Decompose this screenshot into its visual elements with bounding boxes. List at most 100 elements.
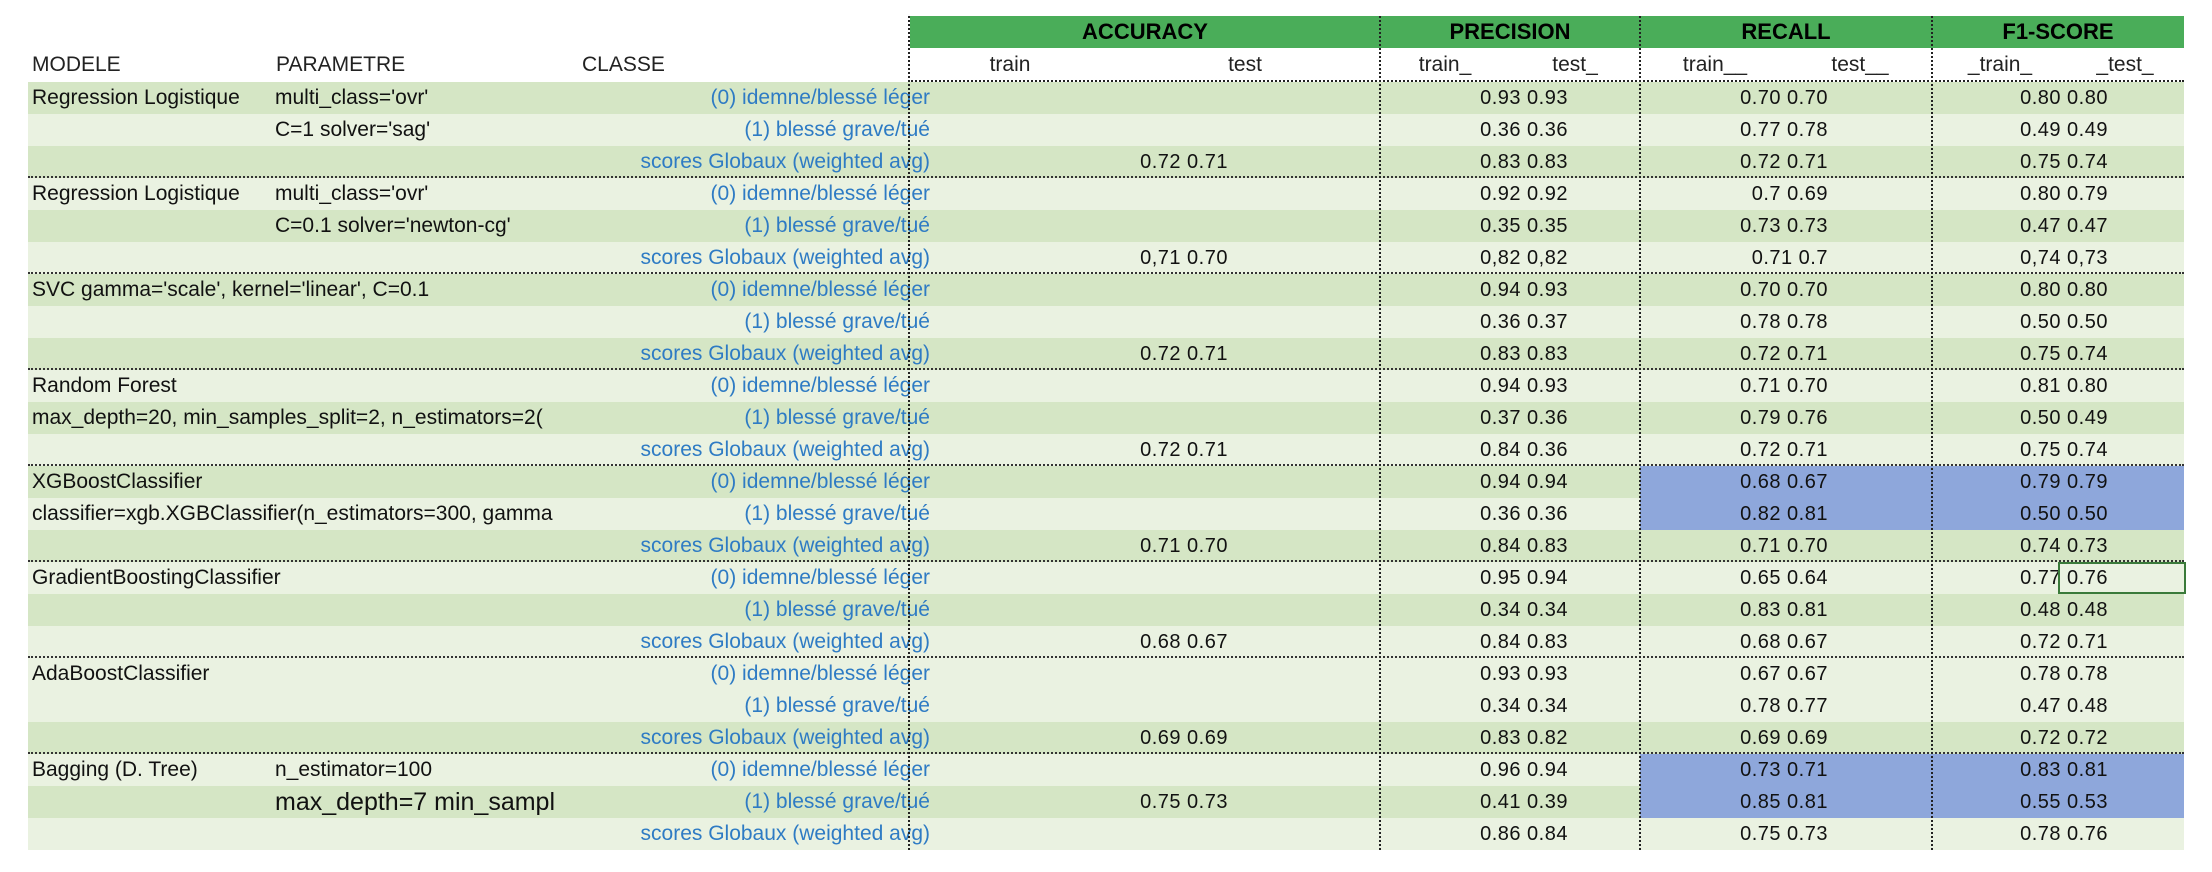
model-cell: SVC gamma='scale', kernel='linear', C=0.… xyxy=(32,278,430,301)
f1-cell: 0.74 0.73 xyxy=(2020,535,2108,557)
precision-cell: 0.83 0.82 xyxy=(1480,727,1568,749)
model-cell xyxy=(32,242,282,274)
subheader-f1-train: _train_ xyxy=(1967,53,2033,76)
table-row: scores Globaux (weighted avg) 0.72 0.71 … xyxy=(28,434,2184,466)
highlight-f1 xyxy=(1932,498,2184,530)
table-row: scores Globaux (weighted avg) 0.69 0.69 … xyxy=(28,722,2184,754)
precision-cell: 0.94 0.93 xyxy=(1480,375,1568,397)
highlight-f1 xyxy=(1932,754,2184,786)
recall-cell: 0.7 0.69 xyxy=(1751,183,1828,205)
param-cell: n_estimator=100 xyxy=(275,758,433,781)
col-header-parametre: PARAMETRE xyxy=(276,53,406,76)
f1-cell: 0.72 0.72 xyxy=(2020,727,2108,749)
table-row: SVC gamma='scale', kernel='linear', C=0.… xyxy=(28,274,2184,306)
f1-cell: 0.47 0.48 xyxy=(2020,695,2108,717)
precision-cell: 0.94 0.94 xyxy=(1480,471,1568,493)
recall-cell: 0.85 0.81 xyxy=(1740,791,1828,813)
recall-cell: 0.71 0.70 xyxy=(1740,535,1828,557)
class-cell: (0) idemne/blessé léger xyxy=(710,470,930,493)
table-row: Bagging (D. Tree) n_estimator=100 (0) id… xyxy=(28,754,2184,786)
recall-cell: 0.71 0.7 xyxy=(1751,247,1828,269)
selected-cell[interactable] xyxy=(2058,562,2186,594)
table-row: scores Globaux (weighted avg) 0.72 0.71 … xyxy=(28,338,2184,370)
column-divider xyxy=(1379,16,1381,850)
model-cell xyxy=(32,434,282,466)
table-row: classifier=xgb.XGBClassifier(n_estimator… xyxy=(28,498,2184,530)
precision-cell: 0.95 0.94 xyxy=(1480,567,1568,589)
class-cell: scores Globaux (weighted avg) xyxy=(640,246,930,269)
accuracy-cell xyxy=(1048,274,1228,306)
precision-cell: 0.93 0.93 xyxy=(1480,663,1568,685)
header-accuracy: ACCURACY xyxy=(910,16,1380,48)
precision-cell: 0.84 0.83 xyxy=(1480,631,1568,653)
header-divider xyxy=(908,80,2184,82)
recall-cell: 0.65 0.64 xyxy=(1740,567,1828,589)
precision-cell: 0.34 0.34 xyxy=(1480,695,1568,717)
model-cell xyxy=(32,722,282,754)
recall-cell: 0.73 0.71 xyxy=(1740,759,1828,781)
table-row: scores Globaux (weighted avg) 0,71 0.70 … xyxy=(28,242,2184,274)
recall-cell: 0.78 0.78 xyxy=(1740,311,1828,333)
table-row: XGBoostClassifier (0) idemne/blessé lége… xyxy=(28,466,2184,498)
accuracy-cell xyxy=(1048,562,1228,594)
column-divider xyxy=(908,16,910,850)
highlight-f1 xyxy=(1932,466,2184,498)
recall-cell: 0.73 0.73 xyxy=(1740,215,1828,237)
table-row: max_depth=7 min_sampl (1) blessé grave/t… xyxy=(28,786,2184,818)
table-row: GradientBoostingClassifier (0) idemne/bl… xyxy=(28,562,2186,594)
recall-cell: 0.79 0.76 xyxy=(1740,407,1828,429)
recall-cell: 0.77 0.78 xyxy=(1740,119,1828,141)
param-cell: max_depth=7 min_sampl xyxy=(275,788,556,816)
class-cell: (0) idemne/blessé léger xyxy=(710,182,930,205)
f1-cell: 0.50 0.50 xyxy=(2020,311,2108,333)
f1-cell: 0.75 0.74 xyxy=(2020,343,2108,365)
class-cell: (1) blessé grave/tué xyxy=(744,214,930,237)
recall-cell: 0.69 0.69 xyxy=(1740,727,1828,749)
recall-cell: 0.72 0.71 xyxy=(1740,151,1828,173)
class-cell: (1) blessé grave/tué xyxy=(744,118,930,141)
accuracy-cell xyxy=(1048,82,1228,114)
subheader-accuracy-train: train xyxy=(989,53,1031,76)
accuracy-cell xyxy=(1048,370,1228,402)
class-cell: (0) idemne/blessé léger xyxy=(710,566,930,589)
f1-cell: 0.78 0.78 xyxy=(2020,663,2108,685)
subheader-precision-train: train_ xyxy=(1418,53,1472,76)
class-cell: scores Globaux (weighted avg) xyxy=(640,150,930,173)
table-row: Regression Logistique multi_class='ovr' … xyxy=(28,178,2184,210)
header-f1-score: F1-SCORE xyxy=(1932,16,2184,48)
header-recall: RECALL xyxy=(1640,16,1932,48)
model-cell: Bagging (D. Tree) xyxy=(32,758,198,781)
f1-cell: 0.47 0.47 xyxy=(2020,215,2108,237)
f1-cell: 0.72 0.71 xyxy=(2020,631,2108,653)
f1-cell: 0.50 0.50 xyxy=(2020,503,2108,525)
accuracy-cell xyxy=(1048,466,1228,498)
recall-cell: 0.72 0.71 xyxy=(1740,343,1828,365)
class-cell: scores Globaux (weighted avg) xyxy=(640,438,930,461)
subheader-accuracy-test: test xyxy=(1228,53,1262,76)
precision-cell: 0.37 0.36 xyxy=(1480,407,1568,429)
model-cell: max_depth=20, min_samples_split=2, n_est… xyxy=(32,406,543,429)
recall-cell: 0.68 0.67 xyxy=(1740,631,1828,653)
f1-cell: 0.80 0.79 xyxy=(2020,183,2108,205)
class-cell: (0) idemne/blessé léger xyxy=(710,662,930,685)
model-cell xyxy=(32,690,282,722)
model-cell xyxy=(32,146,282,178)
accuracy-cell: 0,71 0.70 xyxy=(1140,247,1228,269)
accuracy-cell xyxy=(1048,114,1228,146)
recall-cell: 0.68 0.67 xyxy=(1740,471,1828,493)
recall-cell: 0.75 0.73 xyxy=(1740,823,1828,845)
precision-cell: 0.34 0.34 xyxy=(1480,599,1568,621)
precision-cell: 0.94 0.93 xyxy=(1480,279,1568,301)
precision-cell: 0.86 0.84 xyxy=(1480,823,1568,845)
recall-cell: 0.67 0.67 xyxy=(1740,663,1828,685)
f1-cell: 0.75 0.74 xyxy=(2020,151,2108,173)
class-cell: (0) idemne/blessé léger xyxy=(710,86,930,109)
model-cell xyxy=(32,210,282,242)
highlight-recall xyxy=(1640,786,1960,818)
class-cell: scores Globaux (weighted avg) xyxy=(640,630,930,653)
class-cell: (0) idemne/blessé léger xyxy=(710,758,930,781)
table-row: (1) blessé grave/tué 0.34 0.34 0.78 0.77… xyxy=(28,690,2184,722)
table-row: (1) blessé grave/tué 0.36 0.37 0.78 0.78… xyxy=(28,306,2184,338)
highlight-recall xyxy=(1640,498,1960,530)
table-row: (1) blessé grave/tué 0.34 0.34 0.83 0.81… xyxy=(28,594,2184,626)
